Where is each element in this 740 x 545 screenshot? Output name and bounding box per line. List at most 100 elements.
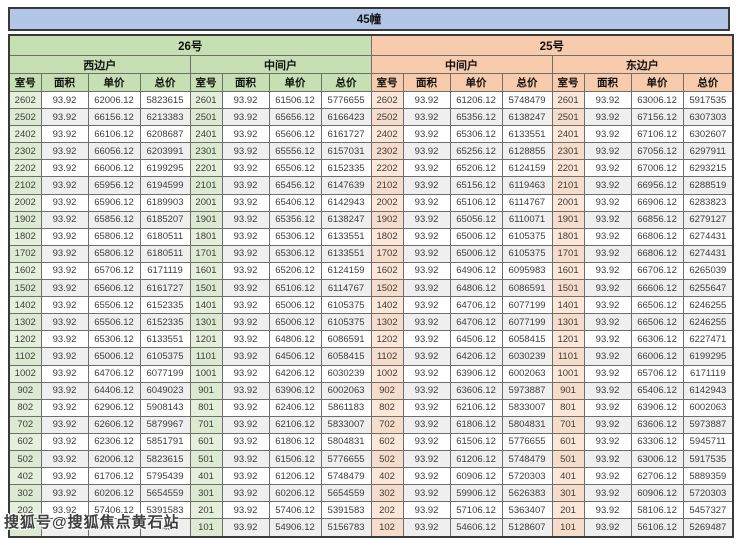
cell-unit-price: 66956.12	[630, 176, 684, 195]
cell-unit-price: 67106.12	[630, 125, 684, 144]
cell-unit-price: 65006.12	[268, 296, 322, 315]
cell-total-price: 6133551	[501, 125, 553, 144]
table-row: 902 93.92 64406.12 6049023 901 93.92 63906.12 6…	[8, 381, 734, 400]
cell-unit-price: 66806.12	[630, 244, 684, 263]
cell-unit-price: 66606.12	[630, 279, 684, 298]
table-row: 1302 93.92 65506.12 6152335 1301 93.92 65006.1…	[8, 313, 734, 332]
cell-total-price: 5391583	[320, 501, 372, 520]
cell-area: 93.92	[583, 313, 632, 332]
cell-area: 93.92	[402, 159, 451, 178]
cell-area: 93.92	[40, 261, 89, 281]
cell-area: 93.92	[40, 296, 89, 315]
cell-room: 2502	[8, 108, 42, 127]
cell-room: 1001	[189, 364, 223, 383]
cell-room: 2301	[551, 142, 585, 161]
cell-area	[40, 518, 89, 538]
cell-total-price: 6180511	[139, 227, 191, 246]
cell-unit-price: 60906.12	[449, 467, 503, 486]
cell-room: 2601	[551, 90, 585, 110]
cell-unit-price: 62006.12	[87, 449, 141, 469]
cell-room: 1201	[551, 330, 585, 349]
cell-area: 93.92	[221, 159, 270, 178]
cell-total-price: 6058415	[320, 347, 372, 366]
cell-area: 93.92	[221, 449, 270, 469]
col-header-area: 面积	[221, 73, 270, 92]
col-header-area: 面积	[402, 73, 451, 92]
cell-total-price: 6105375	[320, 313, 372, 332]
cell-total-price: 6133551	[320, 244, 372, 263]
cell-area: 93.92	[221, 381, 270, 400]
cell-total-price: 6105375	[501, 244, 553, 263]
cell-room: 2102	[370, 176, 404, 195]
cell-unit-price: 65506.12	[268, 159, 322, 178]
cell-total-price: 6246255	[682, 296, 734, 315]
cell-area: 93.92	[402, 176, 451, 195]
cell-unit-price: 67156.12	[630, 108, 684, 127]
col-header-unit-price: 单价	[87, 73, 141, 92]
cell-room: 2202	[370, 159, 404, 178]
cell-unit-price: 62106.12	[268, 415, 322, 434]
cell-unit-price: 62606.12	[87, 415, 141, 434]
cell-total-price: 6030239	[501, 347, 553, 366]
cell-total-price: 6049023	[139, 381, 191, 400]
col-header-unit-price: 单价	[268, 73, 322, 92]
cell-unit-price: 66156.12	[87, 108, 141, 127]
cell-total-price: 6297911	[682, 142, 734, 161]
cell-room: 2401	[551, 125, 585, 144]
cell-area: 93.92	[221, 261, 270, 281]
cell-total-price: 6002063	[682, 398, 734, 417]
cell-total-price: 6114767	[501, 193, 553, 212]
cell-area: 93.92	[583, 261, 632, 281]
cell-total-price: 5748479	[501, 449, 553, 469]
cell-total-price: 6077199	[139, 364, 191, 383]
cell-total-price: 5833007	[501, 398, 553, 417]
cell-area: 93.92	[221, 484, 270, 503]
cell-unit-price: 66856.12	[630, 210, 684, 229]
cell-unit-price: 65956.12	[87, 176, 141, 195]
col-header-room: 室号	[189, 73, 223, 92]
cell-unit-price: 66506.12	[630, 296, 684, 315]
cell-total-price: 6265039	[682, 261, 734, 281]
cell-area: 93.92	[583, 449, 632, 469]
cell-area: 93.92	[583, 279, 632, 298]
cell-area: 93.92	[40, 125, 89, 144]
cell-room: 1202	[370, 330, 404, 349]
cell-total-price: 5823615	[139, 449, 191, 469]
cell-unit-price: 66106.12	[87, 125, 141, 144]
cell-area: 93.92	[40, 381, 89, 400]
cell-total-price: 6227471	[682, 330, 734, 349]
cell-room: 1902	[8, 210, 42, 229]
cell-area: 93.92	[583, 381, 632, 400]
cell-room: 501	[551, 449, 585, 469]
cell-area: 93.92	[40, 415, 89, 434]
cell-total-price: 6208687	[139, 125, 191, 144]
cell-unit-price: 66056.12	[87, 142, 141, 161]
cell-unit-price: 64206.12	[449, 347, 503, 366]
cell-total-price: 6105375	[320, 296, 372, 315]
cell-room: 1102	[370, 347, 404, 366]
cell-unit-price: 61706.12	[87, 467, 141, 486]
cell-area: 93.92	[583, 125, 632, 144]
cell-room: 2202	[8, 159, 42, 178]
cell-total-price: 5879967	[139, 415, 191, 434]
cell-total-price: 5748479	[320, 467, 372, 486]
cell-room: 1101	[551, 347, 585, 366]
cell-unit-price: 66706.12	[630, 261, 684, 281]
cell-total-price: 6194599	[139, 176, 191, 195]
cell-room: 1602	[370, 261, 404, 281]
cell-unit-price: 65006.12	[87, 347, 141, 366]
cell-total-price: 5720303	[501, 467, 553, 486]
cell-room: 2101	[189, 176, 223, 195]
cell-area: 93.92	[402, 90, 451, 110]
cell-area: 93.92	[583, 176, 632, 195]
cell-room: 2602	[8, 90, 42, 110]
cell-area: 93.92	[221, 125, 270, 144]
cell-unit-price: 62706.12	[630, 467, 684, 486]
cell-total-price: 6213383	[139, 108, 191, 127]
cell-room: 1301	[551, 313, 585, 332]
cell-unit-price: 63906.12	[449, 364, 503, 383]
cell-unit-price: 65006.12	[268, 313, 322, 332]
cell-area: 93.92	[402, 415, 451, 434]
cell-area: 93.92	[221, 518, 270, 538]
cell-room: 1701	[551, 244, 585, 263]
